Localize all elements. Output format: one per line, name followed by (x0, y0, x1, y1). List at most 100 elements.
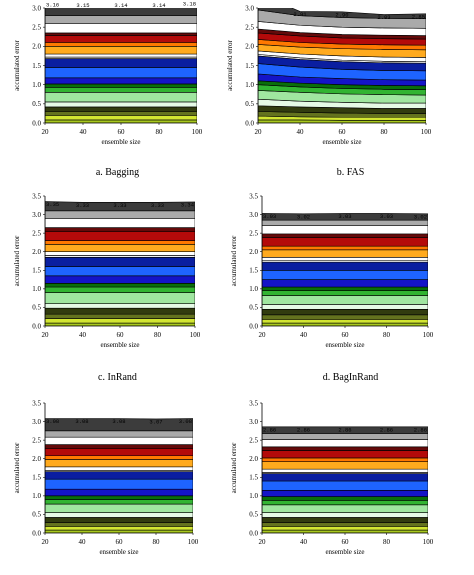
area-band (262, 256, 428, 261)
caption-inrand: c. InRand (98, 372, 137, 383)
y-tick-label: 2.5 (32, 229, 41, 237)
area-band (45, 106, 197, 112)
x-tick-label: 60 (339, 128, 347, 136)
area-band (45, 418, 193, 432)
x-tick-label: 100 (423, 331, 434, 339)
top-value-label: 3.34 (181, 201, 195, 208)
area-band (45, 67, 197, 79)
x-axis-title: ensemble size (101, 138, 140, 146)
top-value-label: 3.35 (46, 201, 59, 208)
y-tick-label: 0.5 (32, 304, 41, 312)
top-value-label: 3.07 (149, 418, 162, 425)
area-band (262, 446, 428, 451)
area-band (45, 15, 197, 24)
y-tick-label: 1.5 (245, 62, 254, 70)
y-tick-label: 0.5 (249, 511, 258, 519)
area-band (45, 322, 195, 326)
area-band (45, 282, 195, 288)
y-tick-label: 1.5 (249, 474, 258, 482)
chart-svg: 0.0 0.5 1.0 1.5 2.0 2.5 3.0 3.5 20 40 60 80 100 ensem… (230, 192, 434, 349)
area-band (262, 269, 428, 280)
y-tick-label: 0.0 (249, 529, 258, 537)
area-band (262, 450, 428, 459)
area-band (45, 488, 193, 497)
area-band (45, 459, 193, 468)
area-band (45, 448, 193, 457)
x-tick-label: 40 (300, 331, 308, 339)
x-tick-label: 100 (188, 538, 199, 546)
top-value-label: 2.91 (293, 11, 307, 18)
x-tick-label: 40 (79, 538, 87, 546)
top-value-label: 3.14 (152, 2, 166, 9)
area-band (45, 210, 195, 219)
area-band (45, 83, 197, 88)
y-tick-label: 1.0 (249, 492, 258, 500)
x-tick-label: 20 (42, 128, 50, 136)
y-tick-label: 2.5 (249, 436, 258, 444)
top-value-label: 3.08 (112, 418, 125, 425)
y-tick-label: 0.0 (32, 119, 41, 127)
x-tick-label: 100 (192, 128, 203, 136)
caption-baginrand: d. BagInRand (322, 372, 379, 383)
area-band (262, 290, 428, 296)
area-band (45, 522, 193, 527)
x-tick-label: 60 (342, 331, 350, 339)
top-value-label: 3.08 (46, 418, 59, 425)
area-band (45, 119, 197, 123)
area-band (45, 111, 197, 116)
x-tick-label: 20 (255, 128, 263, 136)
area-band (262, 314, 428, 320)
area-band (45, 227, 195, 232)
y-tick-label: 0.0 (249, 322, 258, 330)
y-tick-label: 3.0 (245, 4, 254, 12)
area-band (45, 92, 197, 103)
area-band (262, 295, 428, 305)
y-tick-label: 2.5 (245, 23, 254, 31)
top-value-label: 3.18 (183, 1, 196, 8)
area-band (45, 529, 193, 533)
area-band (45, 499, 193, 505)
area-band (45, 503, 193, 513)
x-axis-title: ensemble size (100, 341, 139, 349)
y-axis-title: accumulated error (226, 39, 234, 90)
bands-group (258, 8, 426, 123)
y-tick-label: 3.0 (249, 418, 258, 426)
y-tick-label: 2.0 (32, 43, 41, 51)
area-band (45, 275, 195, 284)
area-band (45, 46, 197, 55)
area-band (262, 308, 428, 316)
chart-panel-baginrand: 0.0 0.5 1.0 1.5 2.0 2.5 3.0 3.5 20 40 60 80 100 ensem… (230, 188, 463, 368)
area-band (262, 245, 428, 251)
y-tick-label: 0.5 (249, 304, 258, 312)
top-value-label: 2.85 (412, 13, 425, 20)
y-tick-label: 2.0 (249, 455, 258, 463)
x-tick-label: 100 (421, 128, 432, 136)
area-band (262, 439, 428, 448)
y-tick-label: 3.0 (32, 211, 41, 219)
y-tick-label: 0.5 (32, 511, 41, 519)
area-band (262, 237, 428, 247)
area-band (262, 319, 428, 324)
chart-panel-f: 0.0 0.5 1.0 1.5 2.0 2.5 3.0 3.5 20 40 60 80 100 ensem… (230, 395, 463, 575)
y-tick-label: 3.5 (32, 399, 41, 407)
area-band (262, 496, 428, 501)
area-band (262, 512, 428, 518)
bands-group (45, 8, 197, 123)
y-tick-label: 2.0 (32, 248, 41, 256)
area-band (262, 473, 428, 482)
top-value-label: 3.33 (151, 202, 164, 209)
x-axis-title: ensemble size (325, 548, 364, 556)
area-band (45, 243, 195, 253)
area-band (262, 286, 428, 292)
top-value-label: 3.02 (414, 213, 427, 220)
y-tick-label: 1.5 (249, 267, 258, 275)
area-band (45, 251, 195, 256)
x-tick-label: 60 (117, 331, 125, 339)
area-band (45, 201, 195, 212)
area-band (45, 101, 197, 108)
area-band (45, 256, 195, 267)
chart-panel-bagging: 0.0 0.5 1.0 1.5 2.0 2.5 3.0 20 40 60 80 100 ensemble… (5, 0, 230, 180)
area-band (45, 87, 197, 93)
y-tick-label: 3.5 (32, 192, 41, 200)
y-tick-label: 2.5 (249, 229, 258, 237)
